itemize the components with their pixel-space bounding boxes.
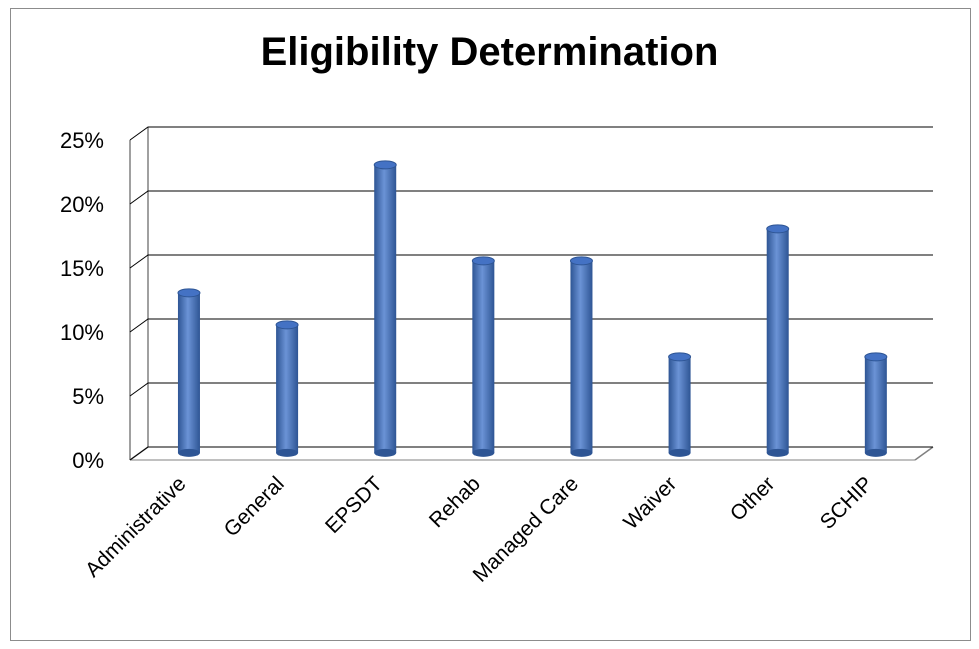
bar-base (177, 448, 200, 457)
bar-body (374, 164, 397, 453)
bar-base (374, 448, 397, 457)
bar (766, 224, 790, 457)
gridline (129, 446, 933, 461)
bar-body (668, 356, 691, 453)
gridline (129, 126, 933, 141)
bar-base (668, 448, 691, 457)
bar-base (864, 448, 887, 457)
bars (177, 160, 888, 457)
gridline (129, 318, 933, 333)
plot-walls (129, 127, 934, 461)
bar-top (766, 224, 790, 234)
x-tick-label: Other (726, 472, 779, 525)
bar (177, 288, 201, 457)
x-tick-label: EPSDT (321, 472, 387, 538)
bar-top (668, 352, 692, 362)
y-tick-label: 10% (60, 320, 104, 345)
bar-base (766, 448, 789, 457)
bar (471, 256, 495, 457)
bar-base (472, 448, 495, 457)
y-axis: 0% 5% 10% 15% 20% 25% (60, 128, 104, 473)
bar-top (864, 352, 888, 362)
gridline (129, 254, 933, 269)
bar (569, 256, 593, 457)
bar-body (472, 260, 495, 453)
gridlines (129, 126, 933, 461)
floor-edge-right (914, 446, 934, 461)
bar-top (373, 160, 397, 170)
bar-base (276, 448, 299, 457)
bar-body (766, 228, 789, 453)
bar-top (275, 320, 299, 330)
y-tick-label: 25% (60, 128, 104, 153)
x-tick-label: Managed Care (469, 472, 583, 586)
gridline (129, 382, 933, 397)
chart-title: Eligibility Determination (260, 30, 719, 74)
y-tick-label: 15% (60, 256, 104, 281)
bar-top (471, 256, 495, 266)
y-tick-label: 20% (60, 192, 104, 217)
bar (668, 352, 692, 457)
x-tick-label: General (220, 472, 289, 541)
bar-top (177, 288, 201, 298)
bar (275, 320, 299, 457)
x-tick-label: Administrative (81, 472, 191, 582)
bar-body (570, 260, 593, 453)
x-tick-label: SCHIP (816, 472, 878, 534)
bar-top (569, 256, 593, 266)
bar-body (864, 356, 887, 453)
bar-body (276, 324, 299, 453)
y-tick-label: 5% (72, 384, 104, 409)
x-tick-label: Rehab (425, 472, 485, 532)
bar (864, 352, 888, 457)
bar (373, 160, 397, 457)
bar-body (177, 292, 200, 453)
gridline (129, 190, 933, 205)
y-tick-label: 0% (72, 448, 104, 473)
x-tick-label: Waiver (619, 472, 681, 534)
bar-base (570, 448, 593, 457)
